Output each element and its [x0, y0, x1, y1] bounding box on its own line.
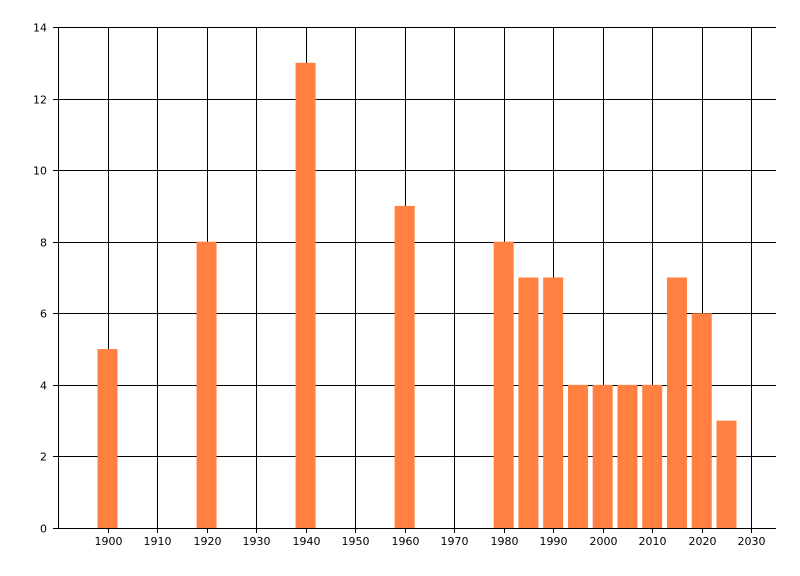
x-tick-label: 1910	[144, 535, 172, 548]
y-tick-label: 10	[33, 165, 47, 178]
y-tick-label: 12	[33, 94, 47, 107]
x-tick-label: 2020	[689, 535, 717, 548]
x-tick-label: 2010	[639, 535, 667, 548]
bar	[592, 384, 613, 528]
x-tick-label: 1970	[441, 535, 469, 548]
bar	[666, 277, 687, 528]
bar	[617, 384, 638, 528]
bar	[394, 205, 415, 528]
x-tick-label: 1960	[392, 535, 420, 548]
y-tick-label: 2	[40, 451, 47, 464]
y-tick-label: 8	[40, 237, 47, 250]
x-tick-label: 2030	[738, 535, 766, 548]
y-tick-label: 14	[33, 22, 47, 35]
bars	[97, 62, 737, 529]
grid	[58, 27, 776, 528]
bar	[97, 349, 118, 528]
y-tick-label: 4	[40, 380, 47, 393]
bar	[493, 241, 514, 528]
bar	[196, 241, 217, 528]
bar	[642, 384, 663, 528]
x-tick-label: 1900	[95, 535, 123, 548]
y-tick-labels: 0 2 4 6 8 10 12 14	[33, 22, 47, 536]
x-tick-label: 1950	[342, 535, 370, 548]
bar	[691, 313, 712, 528]
bar	[295, 62, 316, 529]
axes	[53, 27, 776, 533]
x-tick-label: 1980	[491, 535, 519, 548]
x-tick-label: 1940	[293, 535, 321, 548]
x-tick-label: 1920	[194, 535, 222, 548]
y-tick-label: 6	[40, 308, 47, 321]
x-tick-label: 2000	[590, 535, 618, 548]
x-tick-label: 1930	[243, 535, 271, 548]
bar	[567, 384, 588, 528]
x-tick-labels: 1900 1910 1920 1930 1940 1950 1960 1970 1980 1990…	[95, 535, 766, 548]
bar	[518, 277, 539, 528]
y-tick-label: 0	[40, 523, 47, 536]
bar	[543, 277, 564, 528]
x-tick-label: 1990	[540, 535, 568, 548]
bar	[716, 420, 737, 528]
